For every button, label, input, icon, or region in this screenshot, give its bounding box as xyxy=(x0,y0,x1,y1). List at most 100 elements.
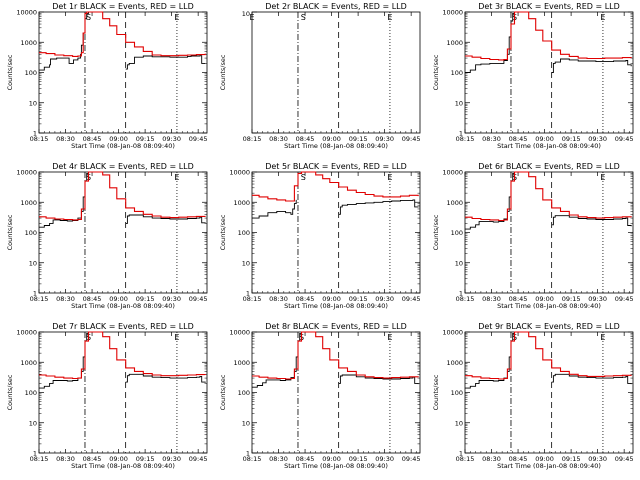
panel-det-3: Det 3r BLACK = Events, RED = LLD 1 10 100 10… xyxy=(432,2,634,150)
x-axis-label: Start Time (08-Jan-08 08:09:40) xyxy=(71,462,175,470)
series-lld xyxy=(39,331,206,380)
marker-E: E xyxy=(600,173,605,182)
x-tick-label: 09:15 xyxy=(562,295,581,303)
marker-S: S xyxy=(301,173,306,182)
y-tick-label: 100 xyxy=(451,229,463,237)
y-tick-label: 1 xyxy=(33,290,37,298)
x-tick-label: 08:30 xyxy=(482,295,501,303)
x-tick-label: 09:15 xyxy=(136,455,155,463)
plot-frame xyxy=(251,331,421,454)
y-tick-label: 1000 xyxy=(446,359,463,367)
y-tick-label: 1000 xyxy=(20,39,37,47)
x-tick-label: 09:30 xyxy=(588,455,607,463)
x-tick-label: 09:00 xyxy=(322,455,341,463)
x-tick-label: 09:45 xyxy=(615,295,634,303)
x-tick-label: 09:15 xyxy=(136,135,155,143)
x-tick-label: 09:45 xyxy=(402,455,421,463)
x-tick-label: 08:45 xyxy=(509,455,528,463)
x-tick-label: 09:00 xyxy=(109,455,128,463)
panel-det-7: Det 7r BLACK = Events, RED = LLD 1 10 100 10… xyxy=(6,322,208,470)
y-tick-label: 1000 xyxy=(233,199,250,207)
marker-E: E xyxy=(387,333,392,342)
y-tick-label: 1000 xyxy=(446,39,463,47)
x-axis-label: Start Time (08-Jan-08 08:09:40) xyxy=(71,302,175,310)
series-events xyxy=(465,172,515,230)
series-events xyxy=(465,12,515,73)
plot-frame xyxy=(464,171,634,294)
x-tick-label: 08:15 xyxy=(456,455,475,463)
y-tick-label: 100 xyxy=(451,389,463,397)
x-tick-label: 08:15 xyxy=(30,455,49,463)
panel-title: Det 4r BLACK = Events, RED = LLD xyxy=(52,162,194,171)
marker-E: E xyxy=(174,173,179,182)
plot-frame xyxy=(38,331,208,454)
panel-title: Det 6r BLACK = Events, RED = LLD xyxy=(478,162,620,171)
panel-title: Det 5r BLACK = Events, RED = LLD xyxy=(265,162,407,171)
y-tick-label: 10 xyxy=(242,259,250,267)
y-tick-label: 100 xyxy=(238,389,250,397)
y-tick-label: 10000 xyxy=(229,329,250,337)
panel-det-1: Det 1r BLACK = Events, RED = LLD 1 10 100 10… xyxy=(6,2,208,150)
x-tick-label: 09:00 xyxy=(535,455,554,463)
y-tick-label: 10 xyxy=(29,259,37,267)
panel-title: Det 7r BLACK = Events, RED = LLD xyxy=(52,322,194,331)
x-tick-label: 08:15 xyxy=(456,135,475,143)
x-tick-label: 08:45 xyxy=(509,295,528,303)
panel-title: Det 2r BLACK = Events, RED = LLD xyxy=(265,2,407,11)
y-tick-label: 1000 xyxy=(446,199,463,207)
y-axis-label: Counts/sec xyxy=(432,214,440,250)
y-tick-label: 1000 xyxy=(20,359,37,367)
x-tick-label: 09:15 xyxy=(349,135,368,143)
x-tick-label: 09:45 xyxy=(189,455,208,463)
x-tick-label: 09:45 xyxy=(189,295,208,303)
x-tick-label: 08:30 xyxy=(56,295,75,303)
x-tick-label: 09:45 xyxy=(402,135,421,143)
panel-det-6: Det 6r BLACK = Events, RED = LLD 1 10 100 10… xyxy=(432,162,634,310)
y-tick-label: 1 xyxy=(246,290,250,298)
y-axis-label: Counts/sec xyxy=(6,214,14,250)
series-events xyxy=(465,332,515,389)
plot-frame xyxy=(38,11,208,134)
x-tick-label: 08:45 xyxy=(83,295,102,303)
panel-title: Det 1r BLACK = Events, RED = LLD xyxy=(52,2,194,11)
x-tick-label: 08:30 xyxy=(482,455,501,463)
series-events xyxy=(39,12,89,71)
marker-E: E xyxy=(600,13,605,22)
x-tick-label: 08:45 xyxy=(83,135,102,143)
y-tick-label: 10 xyxy=(455,99,463,107)
x-tick-label: 08:30 xyxy=(269,135,288,143)
x-tick-label: 09:00 xyxy=(322,295,341,303)
plot-frame xyxy=(38,171,208,294)
series-events-late xyxy=(551,373,632,385)
series-lld xyxy=(252,331,419,380)
series-events xyxy=(39,332,89,389)
x-tick-label: 09:15 xyxy=(136,295,155,303)
series-events xyxy=(252,199,297,219)
y-tick-label: 10000 xyxy=(442,9,463,17)
series-lld xyxy=(252,171,419,202)
x-tick-label: 09:30 xyxy=(375,455,394,463)
plot-frame xyxy=(251,11,421,134)
y-tick-label: 10 xyxy=(455,259,463,267)
y-tick-label: 1 xyxy=(33,130,37,138)
y-tick-label: 10 xyxy=(242,10,250,18)
y-axis-label: Counts/sec xyxy=(6,374,14,410)
y-tick-label: 10 xyxy=(242,419,250,427)
series-events-late xyxy=(125,214,206,224)
marker-E: E xyxy=(387,13,392,22)
x-tick-label: 08:30 xyxy=(269,295,288,303)
x-tick-label: 08:15 xyxy=(243,135,262,143)
series-lld xyxy=(39,11,206,57)
y-tick-label: 10000 xyxy=(16,329,37,337)
x-axis-label: Start Time (08-Jan-08 08:09:40) xyxy=(497,462,601,470)
x-axis-label: Start Time (08-Jan-08 08:09:40) xyxy=(284,142,388,150)
x-tick-label: 09:00 xyxy=(535,135,554,143)
x-axis-label: Start Time (08-Jan-08 08:09:40) xyxy=(284,462,388,470)
y-tick-label: 100 xyxy=(238,229,250,237)
marker-E: E xyxy=(387,173,392,182)
x-tick-label: 09:30 xyxy=(588,135,607,143)
x-tick-label: 09:00 xyxy=(109,135,128,143)
marker-E: E xyxy=(249,13,254,22)
y-axis-label: Counts/sec xyxy=(432,54,440,90)
